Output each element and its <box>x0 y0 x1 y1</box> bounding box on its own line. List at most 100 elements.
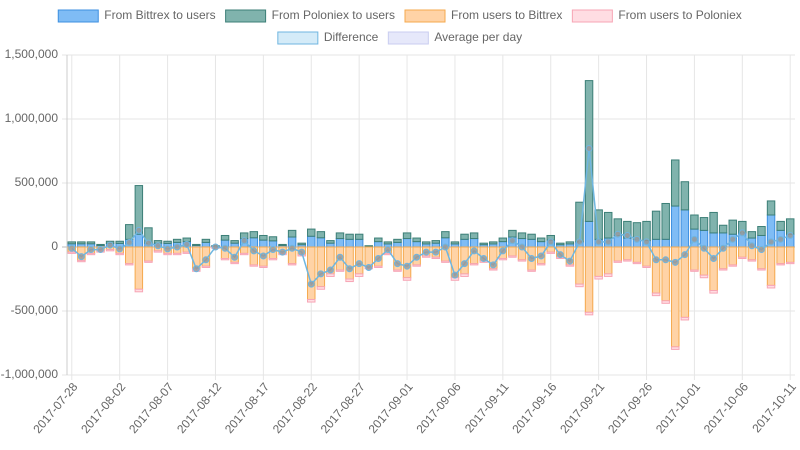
point <box>595 238 603 246</box>
bar <box>326 273 335 277</box>
point <box>365 263 373 271</box>
bar <box>757 234 766 248</box>
bar <box>728 219 737 235</box>
point <box>326 266 334 274</box>
point <box>729 235 737 243</box>
legend-swatch <box>404 9 446 23</box>
bar <box>671 346 680 350</box>
point <box>480 255 488 263</box>
point <box>250 247 258 255</box>
bar <box>680 181 690 211</box>
bar <box>402 238 412 248</box>
bar <box>125 246 134 265</box>
point <box>633 235 641 243</box>
bar <box>431 240 441 244</box>
point <box>499 247 507 255</box>
bar <box>603 211 613 239</box>
point <box>77 253 85 261</box>
line <box>71 148 791 286</box>
point <box>537 252 545 260</box>
point <box>211 243 219 251</box>
y-tick-label: 0 <box>51 239 58 253</box>
bar <box>393 241 402 248</box>
bar <box>192 243 201 246</box>
point <box>422 248 430 256</box>
x-tick-label: 2017-09-06 <box>413 380 463 436</box>
point <box>528 255 536 263</box>
bar <box>776 246 785 265</box>
point <box>68 244 76 252</box>
bar <box>623 259 632 262</box>
point <box>164 245 172 253</box>
point <box>643 238 651 246</box>
bar <box>632 261 642 265</box>
point <box>556 251 564 259</box>
bar <box>115 252 124 256</box>
bar <box>699 229 709 248</box>
bar <box>661 246 670 302</box>
bar <box>565 241 575 245</box>
bar <box>326 242 335 248</box>
bar <box>412 241 421 248</box>
legend-label: From Poloniex to users <box>272 8 395 22</box>
point <box>87 246 95 254</box>
point <box>585 144 593 152</box>
point <box>336 253 344 261</box>
point <box>662 256 670 264</box>
bar <box>402 232 412 240</box>
point <box>374 255 382 263</box>
bar <box>766 246 776 286</box>
bar <box>259 234 268 241</box>
point <box>757 246 765 254</box>
bar <box>374 265 383 268</box>
point <box>116 245 124 253</box>
bar <box>268 258 278 261</box>
bar <box>201 238 211 243</box>
bar <box>412 264 421 267</box>
point <box>470 247 478 255</box>
bar <box>259 239 268 248</box>
y-tick-label: 1,000,000 <box>5 111 59 125</box>
bar <box>575 246 584 285</box>
point <box>221 244 229 252</box>
point <box>748 242 756 250</box>
x-tick-label: 2017-09-26 <box>605 380 655 436</box>
bar <box>115 240 124 244</box>
y-tick-label: 500,000 <box>15 175 59 189</box>
point <box>652 256 660 264</box>
bar <box>747 259 757 262</box>
bar <box>421 255 431 258</box>
x-tick-label: 2017-08-12 <box>174 380 224 436</box>
point <box>403 262 411 270</box>
bar <box>536 237 546 243</box>
bar <box>220 234 230 241</box>
point <box>681 251 689 259</box>
bar <box>249 231 259 239</box>
bar <box>412 237 421 243</box>
x-tick-label: 2017-10-11 <box>749 380 799 436</box>
point <box>604 238 612 246</box>
bar <box>718 224 728 234</box>
bar <box>632 246 642 263</box>
bar <box>393 269 402 272</box>
bar <box>546 246 555 253</box>
bar <box>125 224 134 240</box>
bar <box>785 246 795 263</box>
bar <box>77 241 86 245</box>
bar <box>776 263 785 266</box>
bar <box>699 217 709 231</box>
bar <box>728 246 737 266</box>
bar <box>460 273 469 277</box>
point <box>508 237 516 245</box>
bar <box>584 311 594 316</box>
legend-label: From users to Bittrex <box>451 8 562 22</box>
bar <box>738 256 747 260</box>
point <box>279 248 287 256</box>
bar <box>297 242 306 246</box>
bar <box>536 263 546 266</box>
bar <box>690 214 699 230</box>
bar <box>546 251 555 254</box>
bar <box>460 238 469 248</box>
bar <box>402 277 412 281</box>
